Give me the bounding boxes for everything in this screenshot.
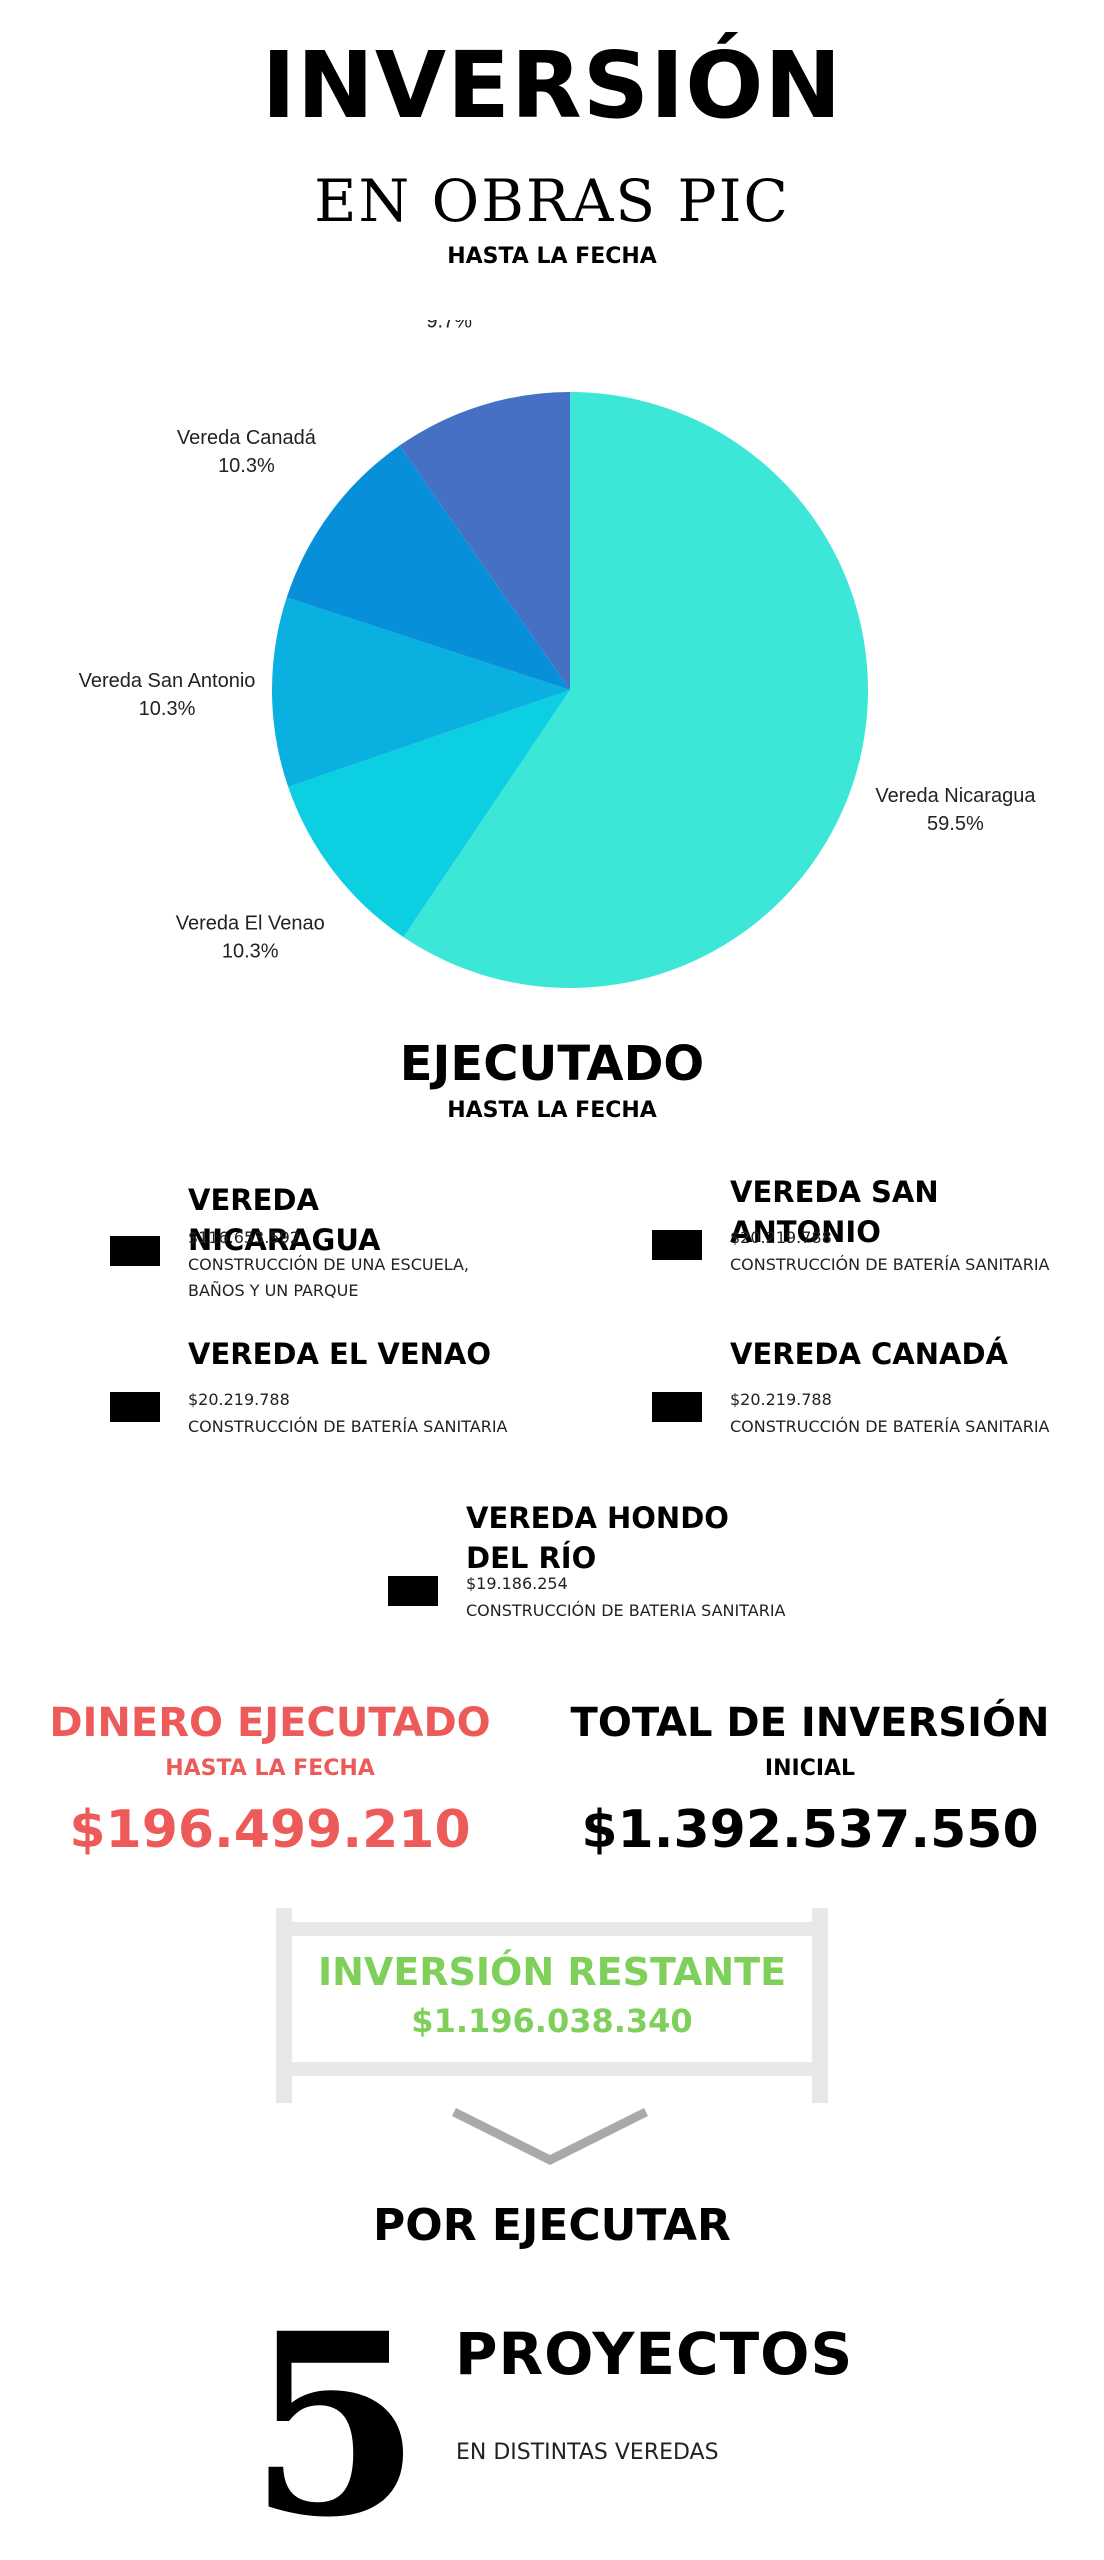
pie-slice-2 bbox=[271, 597, 570, 787]
vereda-amount: $20.219.788 bbox=[730, 1390, 832, 1409]
vereda-amount: $116.653.592 bbox=[188, 1228, 300, 1247]
pie-slice-0 bbox=[403, 392, 868, 989]
inversion-restante-label: INVERSIÓN RESTANTE bbox=[317, 1950, 787, 1994]
executed-date-label: HASTA LA FECHA bbox=[447, 1098, 657, 1123]
inversion-restante-value: $1.196.038.340 bbox=[411, 2002, 693, 2040]
dinero-ejecutado-label: DINERO EJECUTADO bbox=[49, 1700, 491, 1746]
vereda-name: VEREDA HONDO DEL RÍO bbox=[466, 1501, 729, 1576]
page-date-label: HASTA LA FECHA bbox=[447, 244, 657, 269]
pie-slice-1 bbox=[288, 690, 570, 938]
frame-left-post bbox=[276, 1908, 292, 2103]
vereda-description: CONSTRUCCIÓN DE UNA ESCUELA, BAÑOS Y UN … bbox=[188, 1255, 469, 1300]
page-subtitle: EN OBRAS PIC bbox=[314, 167, 790, 235]
projects-label: PROYECTOS bbox=[455, 2320, 854, 2388]
pie-slice-4 bbox=[399, 392, 570, 690]
total-inversion-label: TOTAL DE INVERSIÓN bbox=[570, 1700, 1050, 1746]
vereda-description: CONSTRUCCIÓN DE BATERÍA SANITARIA bbox=[730, 1417, 1050, 1436]
pie-chart: Vereda Nicaragua 59.5% Vereda El Venao 10.3… bbox=[79, 320, 1036, 989]
pie-slice-3 bbox=[286, 445, 570, 690]
frame-top-bar bbox=[276, 1922, 828, 1936]
vereda-description: CONSTRUCCIÓN DE BATERÍA SANITARIA bbox=[188, 1417, 508, 1436]
vereda-marker bbox=[110, 1236, 160, 1266]
pie-label-2: Vereda San Antonio bbox=[79, 670, 256, 692]
dinero-ejecutado-value: $196.499.210 bbox=[69, 1800, 471, 1860]
projects-sublabel: EN DISTINTAS VEREDAS bbox=[456, 2440, 719, 2465]
vereda-name: VEREDA EL VENAO bbox=[188, 1337, 492, 1371]
executed-title: EJECUTADO bbox=[399, 1036, 705, 1092]
vereda-amount: $19.186.254 bbox=[466, 1574, 568, 1593]
vereda-marker bbox=[652, 1392, 702, 1422]
vereda-amount: $20.219.788 bbox=[730, 1228, 832, 1247]
vereda-description: CONSTRUCCIÓN DE BATERÍA SANITARIA bbox=[730, 1255, 1050, 1274]
vereda-description: CONSTRUCCIÓN DE BATERIA SANITARIA bbox=[466, 1601, 786, 1620]
vereda-marker bbox=[110, 1392, 160, 1422]
vereda-amount: $20.219.788 bbox=[188, 1390, 290, 1409]
total-inversion-date: INICIAL bbox=[764, 1756, 856, 1781]
projects-count: 5 bbox=[248, 2278, 422, 2560]
dinero-ejecutado-date: HASTA LA FECHA bbox=[165, 1756, 375, 1781]
pie-value-label-0: 59.5% bbox=[927, 813, 984, 835]
pie-label-0: Vereda Nicaragua bbox=[875, 785, 1036, 807]
chevron-down-icon bbox=[451, 2107, 649, 2166]
por-ejecutar-label: POR EJECUTAR bbox=[373, 2200, 731, 2251]
pie-label-3: Vereda Canadá bbox=[177, 427, 317, 449]
total-inversion-value: $1.392.537.550 bbox=[581, 1800, 1039, 1860]
vereda-name: VEREDA NICARAGUA bbox=[188, 1183, 381, 1258]
pie-value-label-4: 9.7% bbox=[426, 320, 472, 333]
page-title: INVERSIÓN bbox=[261, 32, 843, 139]
vereda-marker bbox=[388, 1576, 438, 1606]
frame-bottom-bar bbox=[276, 2062, 828, 2076]
pie-value-label-1: 10.3% bbox=[222, 940, 279, 962]
vereda-marker bbox=[652, 1230, 702, 1260]
pie-value-label-3: 10.3% bbox=[218, 455, 275, 477]
frame-right-post bbox=[812, 1908, 828, 2103]
vereda-name: VEREDA SAN ANTONIO bbox=[730, 1175, 939, 1250]
pie-label-1: Vereda El Venao bbox=[176, 912, 325, 934]
pie-value-label-2: 10.3% bbox=[139, 698, 196, 720]
vereda-name: VEREDA CANADÁ bbox=[730, 1337, 1008, 1371]
